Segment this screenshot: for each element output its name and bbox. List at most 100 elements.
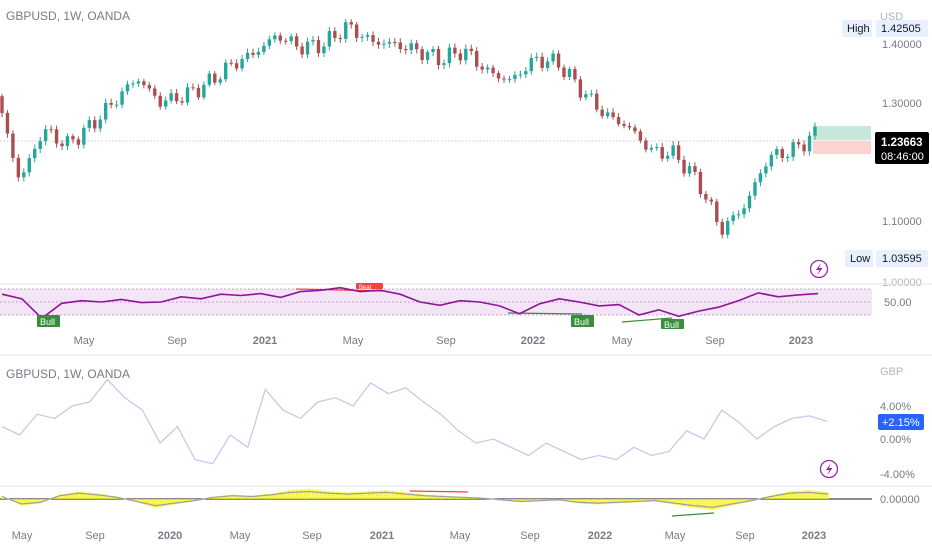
- candle: [480, 62, 484, 74]
- candle: [704, 191, 708, 204]
- candle: [425, 49, 430, 65]
- price-axis-label: 1.40000: [882, 39, 922, 51]
- lightning-bolt-icon[interactable]: [809, 259, 829, 279]
- time-axis-label: 2020: [158, 530, 182, 542]
- time-axis-label: Sep: [85, 530, 105, 542]
- candle: [627, 122, 632, 130]
- candle: [611, 108, 615, 120]
- candle: [142, 78, 146, 89]
- time-axis-label: Sep: [705, 335, 725, 347]
- time-axis-label: 2023: [789, 335, 813, 347]
- candle: [736, 210, 741, 220]
- percent-panel[interactable]: GBPUSD, 1W, OANDA GBP 4.00% 0.00% -4.00%…: [0, 354, 932, 542]
- candle: [387, 37, 392, 48]
- candle: [267, 35, 272, 50]
- bottom-symbol-title: GBPUSD, 1W, OANDA: [6, 367, 130, 381]
- candle: [153, 85, 157, 99]
- candle: [791, 138, 795, 162]
- time-axis-label: May: [230, 530, 251, 542]
- candle: [616, 113, 621, 127]
- candle: [676, 141, 681, 164]
- candle: [693, 162, 697, 176]
- candle: [71, 133, 75, 144]
- candle: [27, 153, 31, 177]
- candle: [469, 44, 473, 56]
- candle: [294, 33, 299, 51]
- candle: [273, 32, 277, 43]
- candle: [311, 35, 315, 46]
- time-axis-label: 2022: [588, 530, 612, 542]
- candle: [524, 67, 528, 79]
- candle: [22, 168, 26, 182]
- pct-axis-label: 0.00%: [880, 434, 911, 446]
- candle: [655, 143, 659, 151]
- high-badge: [842, 20, 872, 37]
- last-price-badge: [875, 132, 929, 164]
- price-axis-label: 1.30000: [882, 98, 922, 110]
- high-value: 1.42505: [881, 23, 921, 35]
- candle: [333, 27, 337, 42]
- pct-badge: [878, 414, 924, 430]
- candle: [687, 162, 692, 177]
- candle: [671, 141, 675, 159]
- candle: [540, 52, 544, 72]
- candle: [54, 125, 59, 148]
- candle: [218, 76, 222, 86]
- candle: [234, 59, 239, 72]
- candle: [365, 31, 370, 41]
- top-symbol-title: GBPUSD, 1W, OANDA: [6, 9, 130, 23]
- rsi-panel[interactable]: Bull Bull Bull Bear 50.00 May Sep 2021 May S…: [0, 283, 932, 347]
- candle: [436, 45, 441, 70]
- candle: [16, 154, 21, 182]
- candle: [775, 146, 779, 160]
- time-axis-label: 2022: [521, 335, 545, 347]
- lightning-bolt-icon[interactable]: [819, 459, 839, 479]
- candle: [371, 31, 375, 46]
- candle: [284, 38, 288, 45]
- candle: [447, 43, 452, 68]
- candle: [764, 162, 768, 178]
- price-panel[interactable]: GBPUSD, 1W, OANDA USD 1.40000 1.30000 1.…: [0, 9, 929, 289]
- candle: [682, 155, 686, 177]
- candle: [404, 45, 408, 55]
- candle: [780, 146, 784, 163]
- candle: [125, 80, 130, 95]
- low-value: 1.03595: [882, 253, 922, 265]
- candle: [185, 83, 190, 106]
- bullish-divergence-line: [621, 317, 673, 323]
- bull-label: Bull: [37, 315, 60, 327]
- candle: [529, 53, 533, 75]
- top-time-axis: May Sep 2021 May Sep 2022 May Sep 2023: [74, 335, 814, 347]
- candle: [147, 82, 152, 92]
- pct-axis-label: -4.00%: [880, 469, 915, 481]
- candle: [11, 130, 15, 163]
- bear-label: Bear: [356, 283, 383, 291]
- candle: [518, 70, 523, 79]
- candle: [709, 197, 714, 206]
- candle: [33, 144, 37, 163]
- candle: [251, 48, 255, 58]
- candle: [431, 46, 435, 57]
- candle: [414, 39, 419, 54]
- time-axis-label: Sep: [735, 530, 755, 542]
- candle: [305, 37, 310, 59]
- candle: [802, 140, 806, 156]
- time-axis-label: May: [74, 335, 95, 347]
- candle: [442, 59, 446, 70]
- pct-badge-value: +2.15%: [882, 417, 920, 429]
- svg-text:Bull: Bull: [40, 317, 55, 327]
- low-value-badge: [876, 250, 928, 267]
- high-badge-label: High: [847, 23, 870, 35]
- candle: [644, 137, 648, 153]
- svg-text:Bear: Bear: [359, 285, 372, 291]
- candle: [120, 87, 124, 109]
- candle: [136, 78, 141, 87]
- candle: [103, 98, 108, 124]
- price-axis-label: 1.10000: [882, 216, 922, 228]
- candle: [393, 37, 397, 47]
- candle: [43, 125, 48, 146]
- candle: [807, 131, 812, 156]
- candle: [87, 116, 92, 132]
